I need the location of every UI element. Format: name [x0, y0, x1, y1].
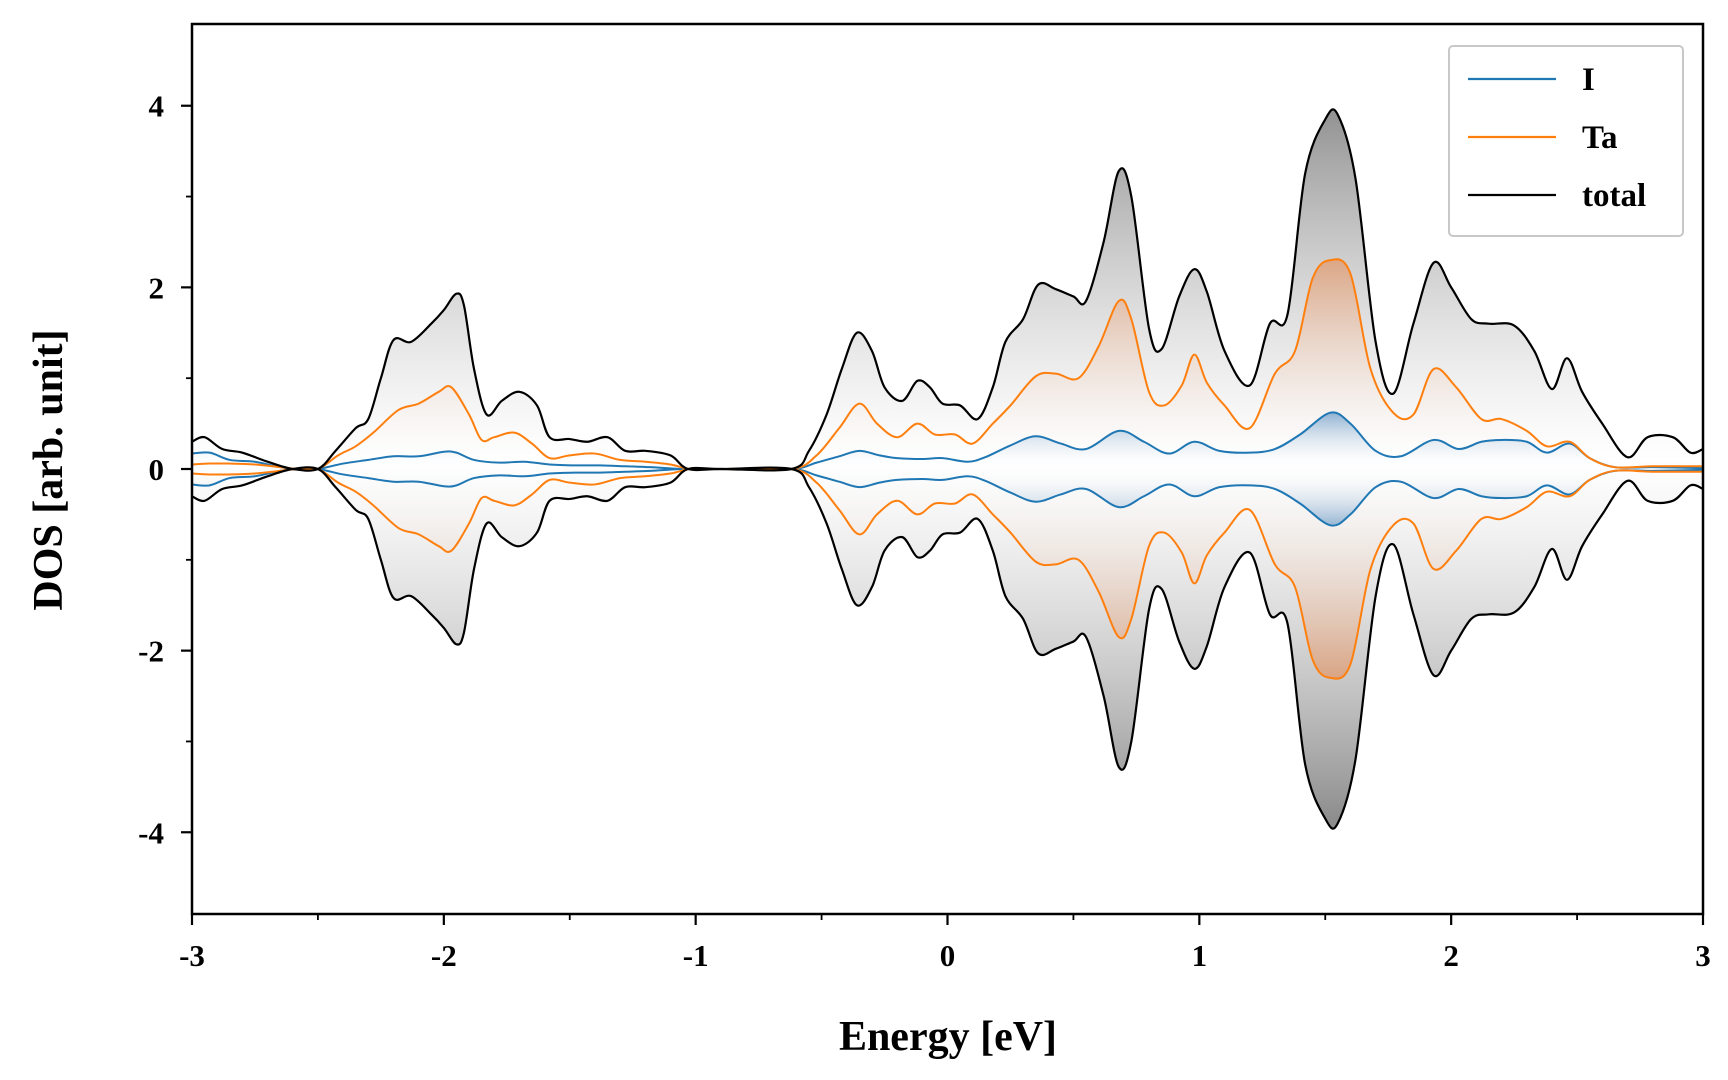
x-axis-title: Energy [eV]: [839, 1014, 1057, 1060]
x-tick-label: 3: [1695, 938, 1711, 973]
legend-box: [1448, 45, 1684, 237]
y-tick-label: 0: [149, 452, 165, 487]
line-i-lower: [192, 467, 1703, 527]
x-tick-label: -3: [179, 938, 205, 973]
x-tick-label: 1: [1192, 938, 1208, 973]
x-tick-label: 2: [1443, 938, 1459, 973]
x-tick-label: 0: [940, 938, 956, 973]
x-axis: -3 -2 -1 0 1 2 3: [179, 914, 1711, 973]
y-tick-label: 2: [149, 270, 165, 305]
series-lines: [192, 108, 1703, 830]
legend[interactable]: I Ta total: [1448, 45, 1684, 237]
y-tick-label: -4: [138, 815, 164, 850]
legend-items: I Ta total: [1468, 62, 1646, 214]
fill-i: [192, 412, 1703, 526]
y-tick-label: -2: [138, 634, 164, 669]
legend-label-i: I: [1582, 62, 1595, 98]
y-tick-label: 4: [149, 89, 165, 124]
series-fills: [192, 109, 1703, 829]
y-axis-title: DOS [arb. unit]: [26, 329, 72, 610]
line-total-upper: [192, 108, 1703, 472]
legend-label-total: total: [1582, 178, 1646, 214]
line-total-lower: [192, 466, 1703, 830]
line-ta-upper: [192, 258, 1703, 472]
line-ta-lower: [192, 466, 1703, 680]
legend-label-ta: Ta: [1582, 120, 1617, 156]
x-tick-label: -2: [431, 938, 457, 973]
line-i-upper: [192, 411, 1703, 471]
x-tick-label: -1: [683, 938, 709, 973]
y-axis: -4 -2 0 2 4: [138, 89, 192, 850]
